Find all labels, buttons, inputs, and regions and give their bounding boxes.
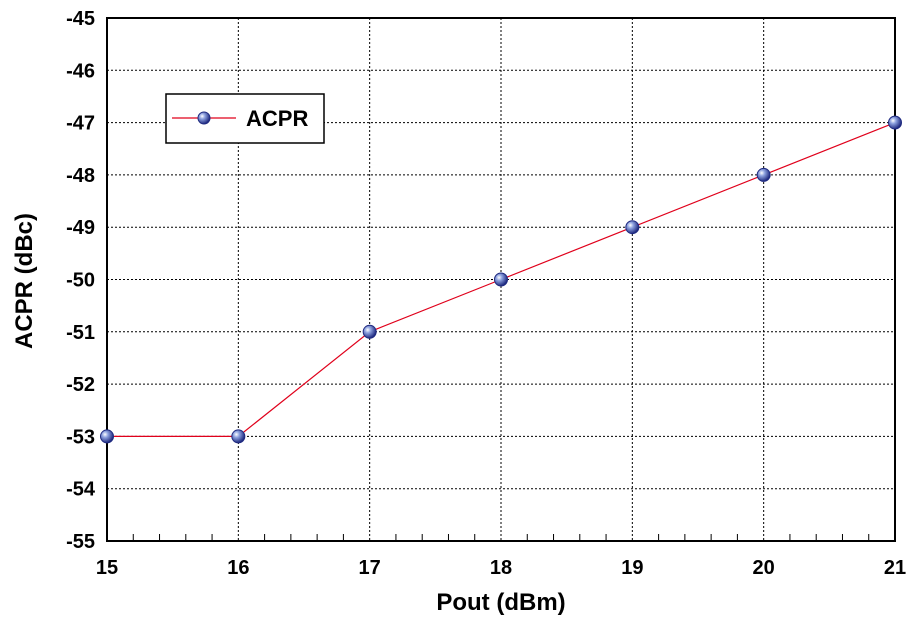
y-tick-label: -49 [66, 217, 95, 239]
minor-ticks [132, 534, 870, 541]
data-point [494, 272, 508, 287]
plot-frame [106, 17, 896, 542]
data-point [231, 429, 246, 444]
data-point [100, 429, 114, 444]
x-tick-labels: 15 16 17 18 19 20 21 [96, 557, 906, 579]
y-tick-label: -52 [66, 374, 95, 396]
y-tick-label: -51 [66, 322, 95, 344]
x-tick-label: 21 [884, 557, 906, 579]
x-tick-label: 16 [227, 557, 249, 579]
x-tick-label: 20 [753, 557, 775, 579]
y-tick-label: -46 [66, 60, 95, 82]
data-point [756, 167, 771, 182]
y-tick-label: -47 [66, 113, 95, 135]
data-point [888, 115, 902, 130]
y-tick-label: -54 [66, 479, 96, 501]
legend-label-acpr: ACPR [246, 106, 308, 131]
x-tick-label: 17 [359, 557, 381, 579]
x-tick-label: 15 [96, 557, 118, 579]
y-tick-label: -53 [66, 426, 95, 448]
y-tick-label: -45 [66, 8, 95, 30]
y-tick-label: -48 [66, 165, 95, 187]
legend-marker-sample [197, 111, 211, 125]
data-point [625, 220, 640, 235]
data-point [362, 324, 377, 339]
x-tick-label: 18 [490, 557, 512, 579]
x-axis-title: Pout (dBm) [436, 589, 565, 616]
x-tick-label: 19 [621, 557, 643, 579]
series-layer [100, 115, 902, 444]
y-tick-labels: -45 -46 -47 -48 -49 -50 -51 -52 -53 -54 -55 [66, 8, 96, 553]
y-tick-label: -55 [66, 531, 95, 553]
legend: ACPR [165, 93, 325, 144]
y-tick-label: -50 [66, 270, 95, 292]
y-axis-title: ACPR (dBc) [11, 213, 38, 349]
